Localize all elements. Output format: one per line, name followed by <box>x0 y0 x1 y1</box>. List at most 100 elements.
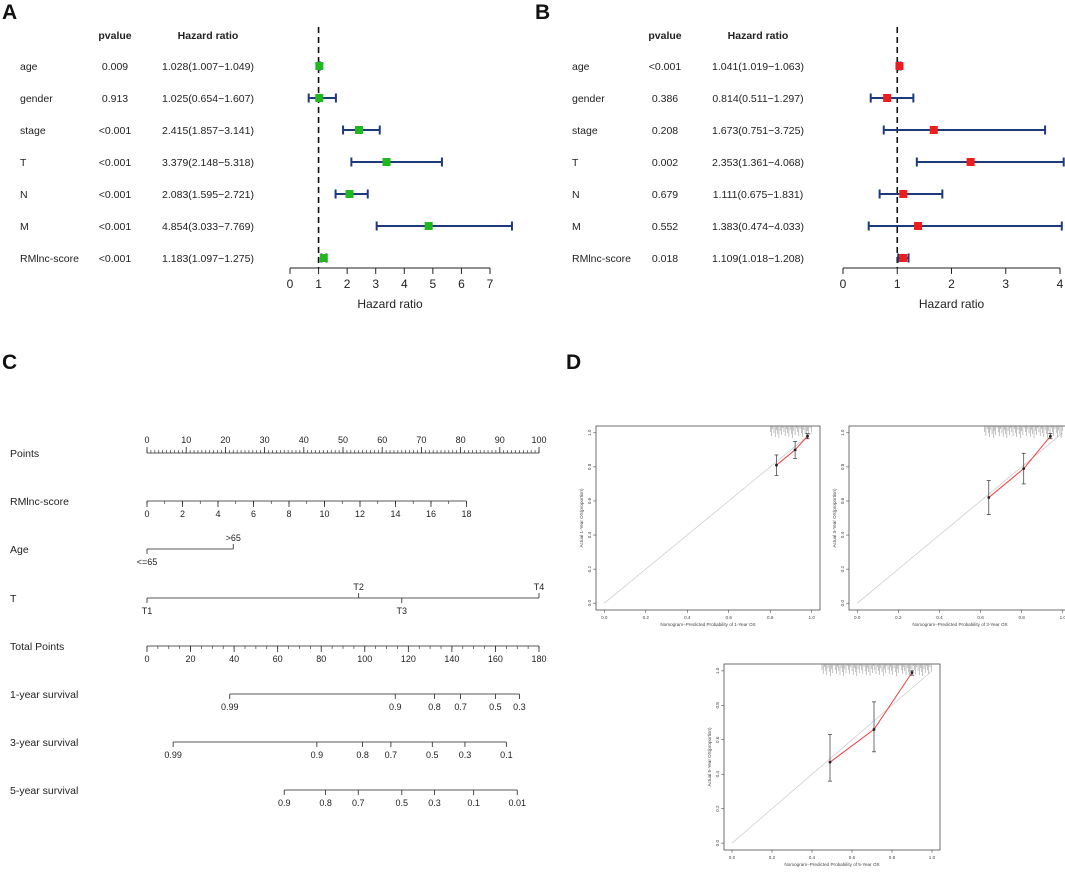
x-tick-label: 0.4 <box>936 615 943 620</box>
nomogram-tick-label: 60 <box>377 435 387 445</box>
nomogram-category-label: T4 <box>534 582 545 592</box>
nomogram-tick-label: 0.99 <box>164 750 182 760</box>
nomogram-tick-label: 20 <box>220 435 230 445</box>
row-label: T <box>20 157 27 169</box>
calibration-plot-3-year: 0.0 0.0 0.2 0.2 0.4 0.4 0.6 0.6 0.8 0.8 1.0 1.0 Nomo… <box>832 425 1065 627</box>
nomogram-tick-label: 16 <box>426 509 436 519</box>
row-hazard-ratio-text: 2.415(1.857−3.141) <box>162 125 254 137</box>
nomogram-tick-label: 0.3 <box>428 798 441 808</box>
forest-plot-a: pvalue Hazard ratio age 0.009 1.028(1.007−1.… <box>20 27 513 311</box>
ideal-diagonal <box>731 670 933 844</box>
hazard-ratio-marker <box>929 126 938 134</box>
nomogram-tick-label: 0.3 <box>513 702 526 712</box>
ideal-diagonal <box>856 432 1064 604</box>
nomogram-tick-label: 0.5 <box>396 798 409 808</box>
nomogram-tick-label: 18 <box>461 509 471 519</box>
row-pvalue: 0.913 <box>102 93 128 105</box>
hazard-ratio-marker <box>315 62 324 70</box>
x-tick-label: 3 <box>372 277 379 291</box>
y-axis-title: Actual 3-Year OS(proportion) <box>832 488 837 548</box>
nomogram-tick-label: 14 <box>390 509 400 519</box>
calibration-point <box>775 463 778 467</box>
row-label: N <box>20 189 28 201</box>
nomogram-tick-label: 80 <box>456 435 466 445</box>
nomogram-tick-label: 8 <box>286 509 291 519</box>
calibration-point <box>872 728 876 731</box>
row-pvalue: 0.009 <box>102 61 128 73</box>
calibration-point <box>1022 467 1026 470</box>
nomogram-row-label: Total Points <box>10 641 64 653</box>
row-label: age <box>20 61 38 73</box>
x-axis-title: Nomogram−Predicted Probability of 3-Year… <box>912 622 1007 627</box>
nomogram-row-label: Age <box>10 544 29 556</box>
plot-frame <box>723 663 941 851</box>
x-tick-label: 0.0 <box>854 615 861 620</box>
nomogram-tick-label: 40 <box>229 654 239 664</box>
row-hazard-ratio-text: 0.814(0.511−1.297) <box>712 93 803 105</box>
x-tick-label: 1.0 <box>1060 615 1065 620</box>
calibration-point <box>987 496 991 499</box>
row-hazard-ratio-text: 2.083(1.595−2.721) <box>162 189 254 201</box>
header-hazard-ratio: Hazard ratio <box>178 30 239 42</box>
x-tick-label: 0.2 <box>643 615 650 620</box>
row-pvalue: 0.679 <box>652 189 678 201</box>
row-label: stage <box>20 125 46 137</box>
calibration-point <box>1049 434 1052 438</box>
nomogram-tick-label: 4 <box>215 509 220 519</box>
nomogram-category-label: <=65 <box>137 557 158 567</box>
x-tick-label: 0.0 <box>601 615 608 620</box>
x-tick-label: 4 <box>1057 277 1064 291</box>
nomogram-tick-label: 0.5 <box>426 750 439 760</box>
nomogram-tick-label: 0.7 <box>454 702 467 712</box>
row-label: age <box>572 61 590 73</box>
x-axis-title: Nomogram−Predicted Probability of 1-Year… <box>660 622 755 627</box>
hazard-ratio-marker <box>315 94 324 102</box>
y-tick-label: 1.0 <box>715 667 720 674</box>
y-tick-label: 0.8 <box>840 463 845 470</box>
nomogram-tick-label: 0.9 <box>311 750 324 760</box>
row-label: RMlnc-score <box>572 253 631 265</box>
hazard-ratio-marker <box>355 126 363 134</box>
nomogram-category-label: T1 <box>142 606 153 616</box>
row-pvalue: 0.208 <box>652 125 678 137</box>
hazard-ratio-marker <box>899 190 908 198</box>
hazard-ratio-marker <box>895 62 904 70</box>
nomogram-tick-label: 0.1 <box>467 798 480 808</box>
y-tick-label: 0.0 <box>587 600 592 607</box>
nomogram-tick-label: 140 <box>444 654 459 664</box>
nomogram-tick-label: 160 <box>488 654 503 664</box>
nomogram-category-label: T3 <box>397 606 408 616</box>
plot-frame <box>595 425 821 611</box>
row-hazard-ratio-text: 1.673(0.751−3.725) <box>712 125 804 137</box>
nomogram-tick-label: 10 <box>181 435 191 445</box>
row-label: RMlnc-score <box>20 253 79 265</box>
row-pvalue: 0.002 <box>652 157 678 169</box>
nomogram-tick-label: 120 <box>401 654 416 664</box>
row-label: stage <box>572 125 598 137</box>
nomogram-tick-label: 0.7 <box>385 750 398 760</box>
x-tick-label: 1.0 <box>809 615 816 620</box>
row-hazard-ratio-text: 4.854(3.033−7.769) <box>162 221 254 233</box>
plot-frame <box>848 425 1065 611</box>
nomogram-row-label: RMlnc-score <box>10 496 69 508</box>
row-label: M <box>572 221 581 233</box>
nomogram-tick-label: 40 <box>299 435 309 445</box>
nomogram-tick-label: 100 <box>531 435 546 445</box>
nomogram-row-label: 3-year survival <box>10 737 78 749</box>
nomogram-row-label: Points <box>10 448 39 460</box>
y-axis-title: Actual 5-Year OS(proportion) <box>707 727 712 787</box>
y-tick-label: 0.6 <box>840 497 845 504</box>
calibration-curve <box>776 435 808 466</box>
x-tick-label: 0.4 <box>809 855 816 860</box>
x-tick-label: 0.6 <box>977 615 984 620</box>
x-tick-label: 3 <box>1002 277 1009 291</box>
y-tick-label: 1.0 <box>840 429 845 436</box>
calibration-plot-5-year: 0.0 0.0 0.2 0.2 0.4 0.4 0.6 0.6 0.8 0.8 1.0 1.0 Nomo… <box>707 663 941 867</box>
nomogram-tick-label: 100 <box>357 654 372 664</box>
x-tick-label: 0.8 <box>889 855 896 860</box>
y-tick-label: 0.2 <box>587 565 592 572</box>
y-tick-label: 0.4 <box>715 771 720 778</box>
nomogram-tick-label: 80 <box>316 654 326 664</box>
row-label: gender <box>572 93 605 105</box>
